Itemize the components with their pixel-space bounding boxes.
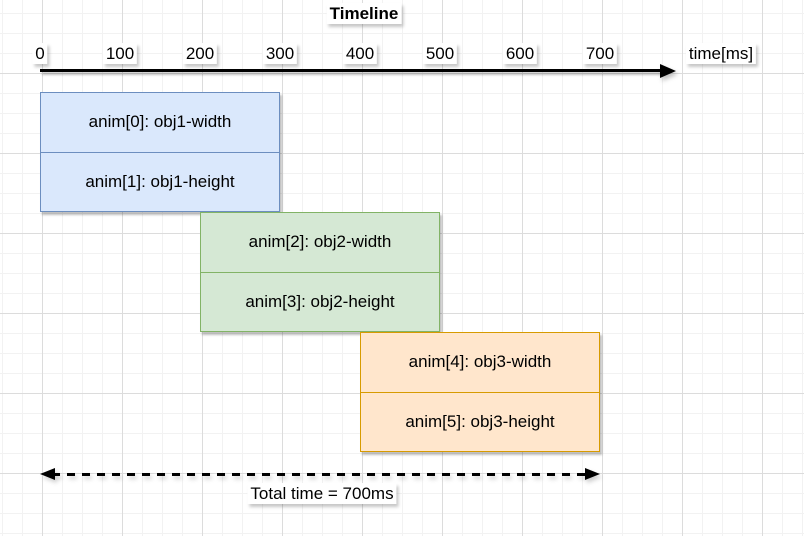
- anim-bar-4: anim[4]: obj3-width: [361, 333, 599, 392]
- anim-bar-label: anim[3]: obj2-height: [245, 291, 395, 311]
- axis-tick-200: 200: [182, 43, 218, 64]
- anim-bar-3: anim[3]: obj2-height: [201, 271, 439, 332]
- anim-bar-label: anim[4]: obj3-width: [408, 352, 552, 372]
- axis-tick-300: 300: [262, 43, 298, 64]
- anim-group-obj2: anim[2]: obj2-width anim[3]: obj2-height: [200, 212, 440, 332]
- arrow-right-head-icon: [585, 468, 600, 480]
- dashed-line: [52, 473, 588, 476]
- axis-tick-0: 0: [32, 43, 48, 64]
- arrow-left-head-icon: [40, 468, 55, 480]
- anim-bar-0: anim[0]: obj1-width: [41, 93, 279, 152]
- anim-bar-2: anim[2]: obj2-width: [201, 213, 439, 272]
- axis-tick-100: 100: [102, 43, 138, 64]
- axis-unit-label: time[ms]: [685, 43, 757, 64]
- anim-bar-label: anim[2]: obj2-width: [248, 232, 392, 252]
- axis-tick-700: 700: [582, 43, 618, 64]
- diagram-title: Timeline: [326, 3, 402, 24]
- anim-bar-label: anim[0]: obj1-width: [88, 112, 232, 132]
- anim-bar-label: anim[1]: obj1-height: [85, 171, 235, 191]
- total-time-label: Total time = 700ms: [247, 483, 397, 504]
- axis-tick-400: 400: [342, 43, 378, 64]
- anim-bar-label: anim[5]: obj3-height: [405, 411, 555, 431]
- anim-group-obj3: anim[4]: obj3-width anim[5]: obj3-height: [360, 332, 600, 452]
- axis-line: [40, 69, 662, 72]
- anim-group-obj1: anim[0]: obj1-width anim[1]: obj1-height: [40, 92, 280, 212]
- anim-bar-5: anim[5]: obj3-height: [361, 391, 599, 452]
- total-duration-arrow: [40, 466, 600, 484]
- axis-arrowhead-icon: [660, 63, 676, 78]
- axis-tick-500: 500: [422, 43, 458, 64]
- anim-bar-1: anim[1]: obj1-height: [41, 151, 279, 212]
- axis-tick-600: 600: [502, 43, 538, 64]
